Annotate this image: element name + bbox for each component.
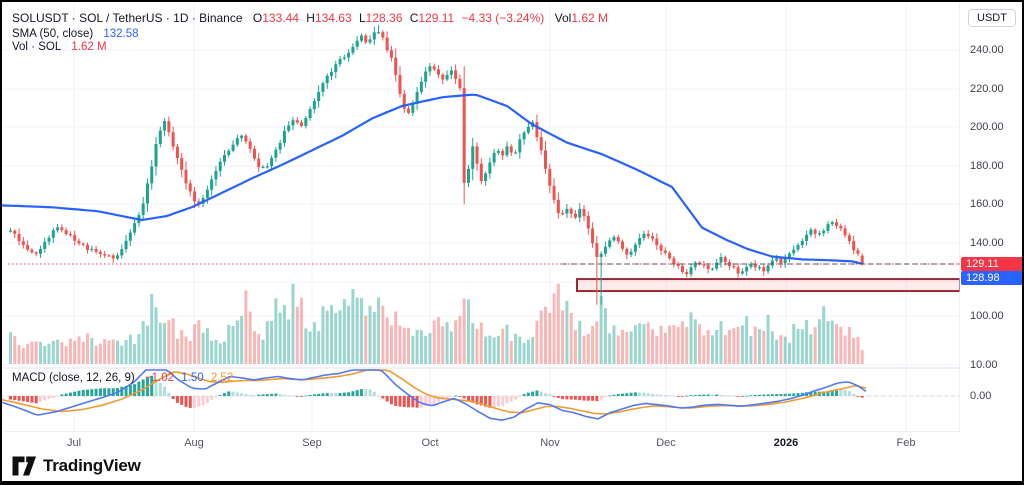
- time-tick-label: Feb: [896, 437, 916, 449]
- price-tick-label: 240.00: [970, 44, 1004, 56]
- macd-label: MACD (close, 12, 26, 9): [12, 372, 135, 384]
- time-tick-label: 2026: [773, 437, 799, 449]
- volume-label: Vol: [554, 11, 572, 25]
- low-label: L: [358, 11, 366, 25]
- price-tick-label: 0.00: [970, 390, 992, 402]
- sma-legend[interactable]: SMA (50, close) 132.58: [12, 28, 139, 40]
- tradingview-logo[interactable]: TradingView: [12, 456, 141, 476]
- price-axis[interactable]: USDT 240.00 220.00 200.00 180.00 160.00 140.0…: [960, 2, 1022, 432]
- symbol-title: SOLUSDT · SOL / TetherUS · 1D · Binance: [12, 11, 243, 25]
- volume-layer: [9, 283, 864, 364]
- sma-value: 132.58: [103, 28, 139, 40]
- price-tick-label: 140.00: [970, 237, 1004, 249]
- macd-line: [2, 369, 867, 421]
- time-tick-label: Nov: [540, 437, 560, 449]
- price-chart-canvas[interactable]: [2, 2, 1022, 454]
- sma-line: [2, 93, 864, 265]
- high-value: 134.63: [314, 11, 352, 25]
- symbol-legend[interactable]: SOLUSDT · SOL / TetherUS · 1D · Binance …: [12, 11, 608, 25]
- macd-signal-line: [2, 369, 867, 415]
- time-tick-label: Sep: [302, 437, 322, 449]
- macd-hist-value: −1.02: [144, 372, 175, 384]
- low-value: 128.36: [365, 11, 403, 25]
- vol-indicator-value: 1.62 M: [71, 41, 107, 53]
- tradingview-logo-icon: [12, 456, 36, 476]
- price-tick-label: 180.00: [970, 160, 1004, 172]
- tradingview-logo-text: TradingView: [43, 456, 141, 475]
- price-tick-label: 220.00: [970, 83, 1004, 95]
- macd-line-value: 1.50: [181, 372, 204, 384]
- currency-badge[interactable]: USDT: [968, 9, 1016, 27]
- last-price-label: 129.11: [961, 257, 1022, 271]
- volume-value: 1.62 M: [571, 11, 608, 25]
- price-tick-label: 200.00: [970, 121, 1004, 133]
- macd-signal-value: 2.52: [210, 372, 234, 384]
- time-tick-label: Dec: [656, 437, 676, 449]
- price-tick-label: 100.00: [970, 310, 1004, 322]
- candles-layer: [9, 24, 864, 305]
- open-value: 133.44: [262, 11, 299, 25]
- grid-layer: [2, 2, 960, 432]
- vol-indicator-label: Vol · SOL: [12, 41, 62, 53]
- sma-label: SMA (50, close): [12, 28, 94, 40]
- volume-indicator-legend[interactable]: Vol · SOL 1.62 M: [12, 41, 107, 53]
- price-tick-label: 10.00: [970, 359, 998, 371]
- open-label: O: [252, 11, 263, 25]
- time-tick-label: Aug: [184, 437, 204, 449]
- high-label: H: [306, 11, 315, 25]
- time-tick-label: Oct: [421, 437, 439, 449]
- time-tick-label: Jul: [66, 437, 82, 449]
- macd-legend[interactable]: MACD (close, 12, 26, 9) −1.02 1.50 2.52: [12, 372, 233, 384]
- close-label: C: [409, 11, 419, 25]
- macd-histogram-layer: [9, 375, 864, 408]
- close-value: 129.11: [418, 11, 455, 25]
- change-value: −4.33 (−3.24%): [461, 11, 545, 25]
- sma-price-label: 128.98: [961, 271, 1022, 285]
- time-axis[interactable]: Jul Aug Sep Oct Nov Dec 2026 Feb: [2, 432, 1022, 452]
- price-tick-label: 160.00: [970, 198, 1004, 210]
- support-zone[interactable]: [576, 278, 961, 293]
